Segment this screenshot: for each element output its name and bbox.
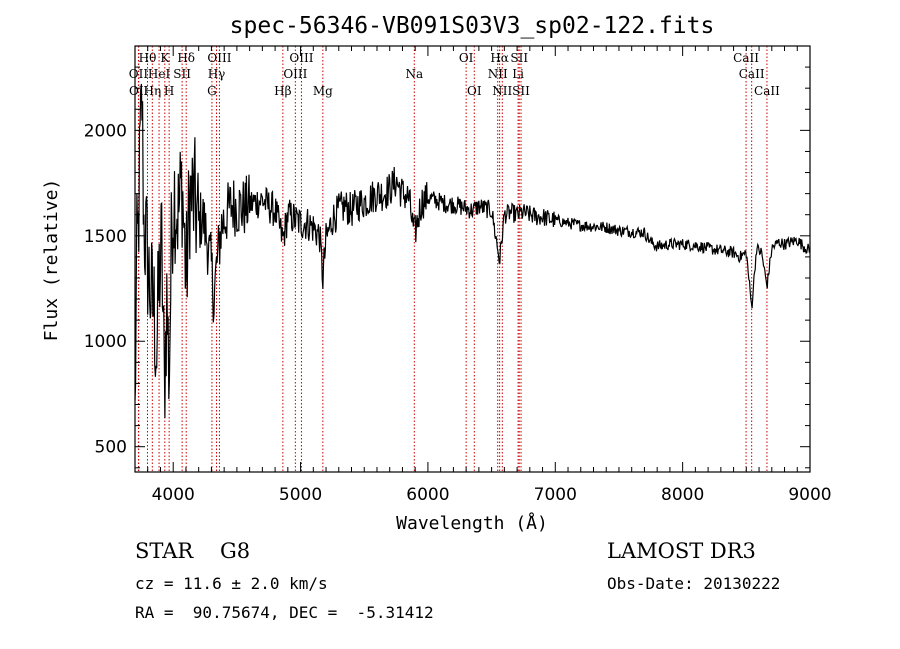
x-tick-label: 6000 — [406, 485, 449, 505]
line-marker-label: Hθ — [139, 51, 157, 65]
axis-tick-labels: 4000 5000 6000 7000 8000 9000 500 1000 1500 2000 — [84, 121, 832, 505]
line-marker-label: Hη — [143, 84, 161, 98]
spectral-line-markers — [137, 46, 768, 472]
x-tick-label: 7000 — [534, 485, 577, 505]
coordinates-text: RA = 90.75674, DEC = -5.31412 — [135, 603, 434, 622]
subclass-label: G8 — [219, 539, 251, 563]
line-marker-label: SII — [510, 51, 528, 65]
x-tick-label: 9000 — [788, 485, 831, 505]
line-marker-label: OII — [129, 67, 149, 81]
chart-title: spec-56346-VB091S03V3_sp02-122.fits — [230, 13, 715, 39]
x-tick-label: 5000 — [279, 485, 322, 505]
line-marker-label: OIII — [283, 67, 307, 81]
y-tick-label: 1000 — [84, 332, 127, 352]
line-marker-label: K — [160, 51, 170, 65]
line-marker-label: Hα — [490, 51, 509, 65]
line-marker-label: NII — [488, 67, 508, 81]
line-marker-label: HeI — [148, 67, 171, 81]
line-marker-label: OI — [459, 51, 474, 65]
line-marker-label: CaII — [739, 67, 765, 81]
line-marker-label: OIII — [207, 51, 231, 65]
x-tick-label: 4000 — [152, 485, 195, 505]
line-marker-label: OII — [129, 84, 149, 98]
redshift-text: cz = 11.6 ± 2.0 km/s — [135, 574, 328, 593]
y-tick-label: 500 — [95, 438, 127, 458]
line-marker-label: NII — [492, 84, 512, 98]
survey-label: LAMOST DR3 — [607, 539, 756, 563]
line-marker-label: SII — [512, 84, 530, 98]
line-marker-label: Hγ — [208, 67, 226, 81]
line-marker-label: Mg — [313, 84, 333, 98]
line-marker-label: SII — [173, 67, 191, 81]
x-axis-label: Wavelength (Å) — [396, 512, 548, 534]
class-gap — [193, 539, 220, 563]
line-marker-label: G — [207, 84, 217, 98]
line-marker-label: Li — [512, 67, 524, 81]
x-tick-label: 8000 — [661, 485, 704, 505]
spectrum-line — [134, 83, 811, 419]
line-marker-label: Na — [405, 67, 423, 81]
class-label: STAR — [135, 539, 194, 563]
line-marker-label: Hβ — [274, 84, 291, 98]
line-marker-label: OI — [467, 84, 482, 98]
axis-ticks — [134, 45, 811, 472]
y-axis-label: Flux (relative) — [41, 179, 62, 342]
obs-date-text: Obs-Date: 20130222 — [607, 574, 781, 593]
line-marker-label: H — [164, 84, 174, 98]
object-class: STAR G8 — [135, 539, 250, 563]
line-marker-label: CaII — [733, 51, 759, 65]
y-tick-label: 2000 — [84, 121, 127, 141]
line-marker-label: OIII — [289, 51, 313, 65]
line-marker-label: Hδ — [177, 51, 195, 65]
line-marker-label: CaII — [754, 84, 780, 98]
plot-frame — [134, 45, 811, 473]
y-tick-label: 1500 — [84, 227, 127, 247]
